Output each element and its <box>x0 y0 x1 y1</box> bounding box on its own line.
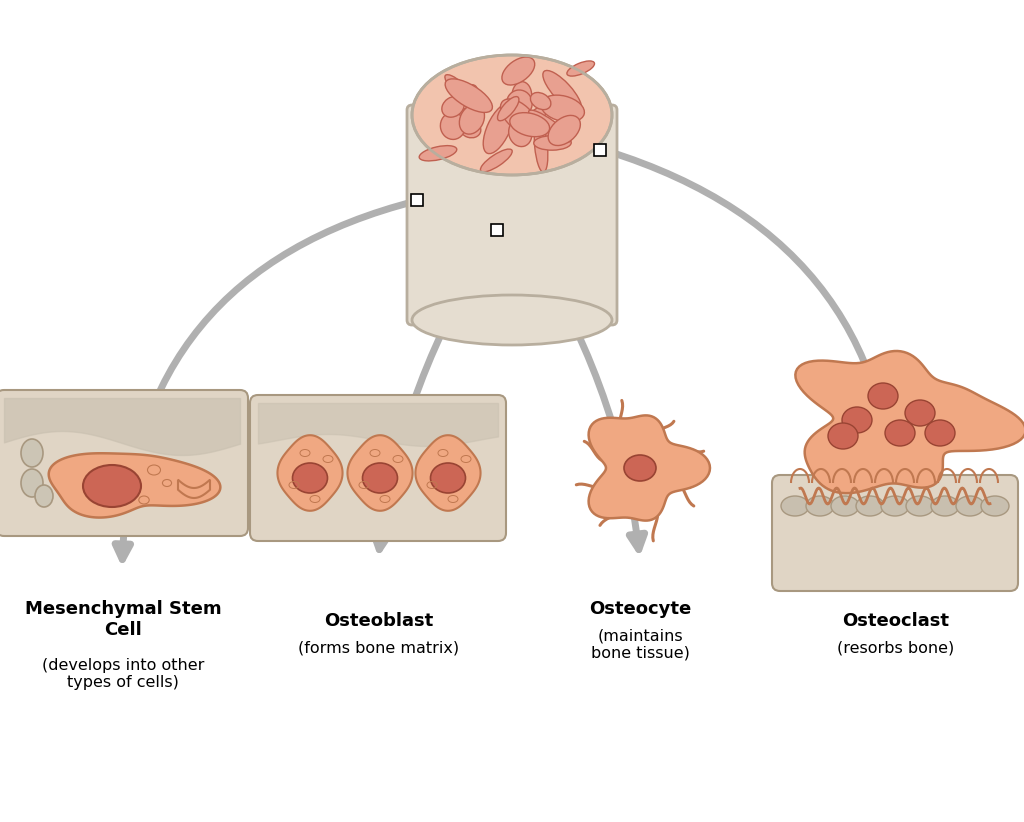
Text: Osteoclast: Osteoclast <box>843 612 949 630</box>
Ellipse shape <box>498 96 519 121</box>
Ellipse shape <box>22 439 43 467</box>
Ellipse shape <box>567 61 595 76</box>
Polygon shape <box>49 453 220 518</box>
Ellipse shape <box>537 129 568 149</box>
Ellipse shape <box>419 145 457 161</box>
Ellipse shape <box>881 496 909 516</box>
Polygon shape <box>178 480 210 498</box>
Ellipse shape <box>517 99 558 128</box>
Ellipse shape <box>856 496 884 516</box>
Ellipse shape <box>22 469 43 497</box>
Ellipse shape <box>781 496 809 516</box>
FancyBboxPatch shape <box>0 390 248 536</box>
Text: (forms bone matrix): (forms bone matrix) <box>298 640 460 655</box>
Polygon shape <box>589 415 710 520</box>
Ellipse shape <box>925 420 955 446</box>
Ellipse shape <box>548 115 581 145</box>
FancyArrowPatch shape <box>521 233 645 550</box>
FancyArrowPatch shape <box>606 150 903 544</box>
Bar <box>490 224 503 236</box>
Ellipse shape <box>931 496 959 516</box>
FancyBboxPatch shape <box>772 475 1018 591</box>
Ellipse shape <box>541 95 585 122</box>
Ellipse shape <box>441 96 464 118</box>
Ellipse shape <box>430 463 466 493</box>
Text: (resorbs bone): (resorbs bone) <box>838 640 954 655</box>
Ellipse shape <box>885 420 915 446</box>
Polygon shape <box>796 351 1024 493</box>
Ellipse shape <box>510 113 550 136</box>
Ellipse shape <box>460 104 484 134</box>
Ellipse shape <box>139 496 150 504</box>
Ellipse shape <box>905 400 935 426</box>
Polygon shape <box>416 435 480 510</box>
Ellipse shape <box>530 93 551 109</box>
Ellipse shape <box>83 465 141 507</box>
Ellipse shape <box>501 99 538 134</box>
Ellipse shape <box>543 71 582 112</box>
Ellipse shape <box>507 90 532 117</box>
Ellipse shape <box>460 120 481 138</box>
Ellipse shape <box>956 496 984 516</box>
Ellipse shape <box>444 75 472 100</box>
Ellipse shape <box>483 104 514 154</box>
Text: Osteoblast: Osteoblast <box>325 612 433 630</box>
Text: (maintains
bone tissue): (maintains bone tissue) <box>591 628 689 660</box>
Ellipse shape <box>828 423 858 449</box>
Ellipse shape <box>535 121 548 173</box>
Ellipse shape <box>981 496 1009 516</box>
Ellipse shape <box>147 465 161 475</box>
Ellipse shape <box>502 57 535 85</box>
Ellipse shape <box>534 136 571 150</box>
Ellipse shape <box>868 383 898 409</box>
Ellipse shape <box>440 113 465 140</box>
Ellipse shape <box>412 295 612 345</box>
Ellipse shape <box>163 479 172 487</box>
Ellipse shape <box>35 485 53 507</box>
Ellipse shape <box>831 496 859 516</box>
FancyArrowPatch shape <box>115 201 418 560</box>
Ellipse shape <box>412 55 612 175</box>
Ellipse shape <box>528 110 570 142</box>
FancyArrowPatch shape <box>374 233 499 550</box>
Polygon shape <box>278 435 343 510</box>
Ellipse shape <box>458 85 477 105</box>
Text: Mesenchymal Stem
Cell: Mesenchymal Stem Cell <box>25 600 221 639</box>
Ellipse shape <box>842 407 872 433</box>
Ellipse shape <box>480 149 512 172</box>
Ellipse shape <box>906 496 934 516</box>
Ellipse shape <box>455 108 482 133</box>
Ellipse shape <box>509 120 531 146</box>
Bar <box>411 194 423 206</box>
Ellipse shape <box>293 463 328 493</box>
Ellipse shape <box>512 81 531 109</box>
Ellipse shape <box>362 463 397 493</box>
FancyBboxPatch shape <box>250 395 506 541</box>
Ellipse shape <box>806 496 834 516</box>
Text: (develops into other
types of cells): (develops into other types of cells) <box>42 658 204 690</box>
Ellipse shape <box>445 79 493 113</box>
Bar <box>594 144 606 156</box>
Text: Osteocyte: Osteocyte <box>589 600 691 618</box>
FancyBboxPatch shape <box>407 105 617 325</box>
Ellipse shape <box>624 455 656 481</box>
Polygon shape <box>347 435 413 510</box>
